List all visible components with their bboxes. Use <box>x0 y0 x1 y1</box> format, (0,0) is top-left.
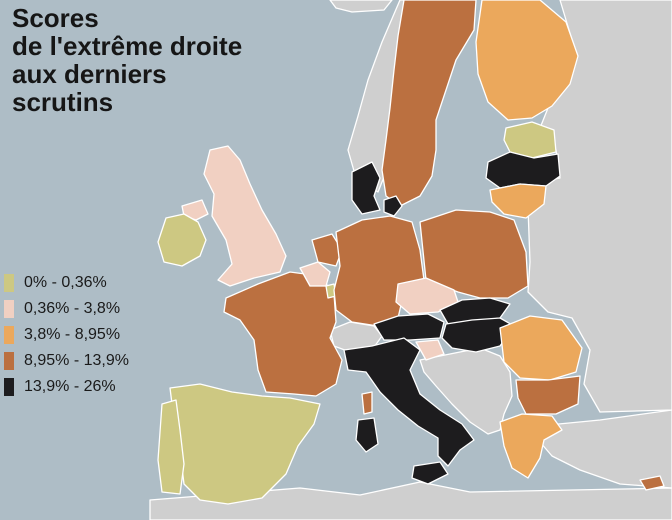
region-hungary <box>441 317 515 353</box>
legend-item: 0,36% - 3,8% <box>4 296 129 322</box>
legend-swatch <box>4 352 14 370</box>
title-line: Scores <box>12 3 99 33</box>
legend-label: 3,8% - 8,95% <box>24 326 121 343</box>
legend-swatch <box>4 378 14 396</box>
region-greece <box>499 413 563 479</box>
title-line: de l'extrême droite <box>12 31 243 61</box>
region-slovenia <box>415 339 445 361</box>
legend-item: 13,9% - 26% <box>4 374 129 400</box>
region-portugal <box>157 399 185 495</box>
region-estonia <box>503 121 557 159</box>
region-sardinia <box>355 417 379 453</box>
legend-swatch <box>4 274 14 292</box>
legend-label: 13,9% - 26% <box>24 378 116 395</box>
region-latvia <box>485 151 561 189</box>
legend-label: 0% - 0,36% <box>24 274 107 291</box>
region-cyprus <box>639 475 665 491</box>
title-line: aux derniers <box>12 59 167 89</box>
legend-item: 8,95% - 13,9% <box>4 348 129 374</box>
region-austria <box>373 313 445 341</box>
region-ireland <box>157 213 207 267</box>
region-belgium <box>299 261 331 287</box>
legend-item: 0% - 0,36% <box>4 270 129 296</box>
region-finland <box>475 0 579 121</box>
region-italy <box>343 337 475 467</box>
region-sweden <box>381 0 477 207</box>
legend-item: 3,8% - 8,95% <box>4 322 129 348</box>
legend-swatch <box>4 300 14 318</box>
region-united-kingdom <box>203 145 287 287</box>
legend-label: 0,36% - 3,8% <box>24 300 121 317</box>
legend-swatch <box>4 326 14 344</box>
region-denmark <box>351 161 403 217</box>
region-sicily <box>411 461 449 485</box>
region-north-africa <box>149 481 672 520</box>
title-line: scrutins <box>12 87 114 117</box>
region-lithuania <box>489 183 547 219</box>
map-title: Scores de l'extrême droite aux derniers scr… <box>12 4 242 116</box>
region-romania <box>499 315 583 381</box>
region-bulgaria <box>515 375 581 415</box>
region-corsica <box>361 391 373 415</box>
legend-label: 8,95% - 13,9% <box>24 352 129 369</box>
legend: 0% - 0,36% 0,36% - 3,8% 3,8% - 8,95% 8,95% … <box>4 270 129 400</box>
region-iceland <box>329 0 393 13</box>
region-turkey <box>537 409 672 489</box>
